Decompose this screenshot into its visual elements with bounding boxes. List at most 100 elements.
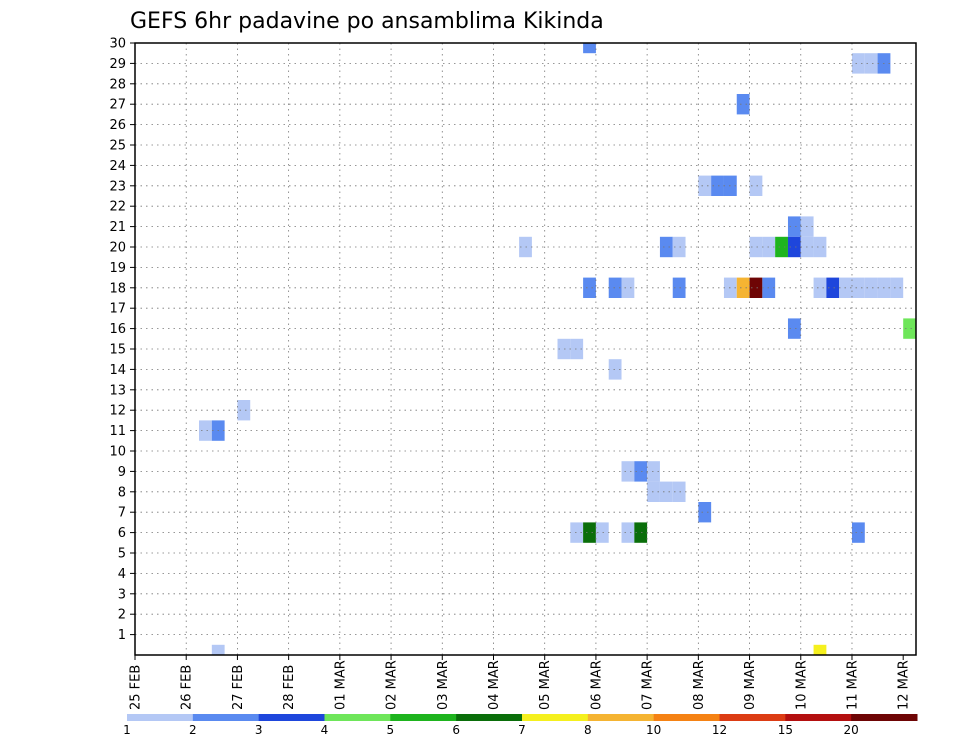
y-tick-label: 1 bbox=[118, 628, 126, 643]
y-tick-label: 8 bbox=[118, 485, 126, 500]
x-tick-label: 12 MAR bbox=[897, 660, 912, 710]
precip-cell bbox=[237, 400, 251, 421]
x-tick-label: 09 MAR bbox=[743, 660, 758, 710]
x-tick-label: 01 MAR bbox=[333, 660, 348, 710]
y-tick-label: 15 bbox=[109, 343, 126, 358]
x-tick-label: 02 MAR bbox=[385, 660, 400, 710]
precip-cell bbox=[698, 502, 712, 523]
x-tick-label: 10 MAR bbox=[794, 660, 809, 710]
legend-swatch bbox=[192, 714, 260, 721]
x-tick-label: 08 MAR bbox=[692, 660, 707, 710]
y-axis-ticks: 1234567891011121314151617181920212223242… bbox=[109, 37, 135, 643]
y-tick-label: 23 bbox=[109, 179, 126, 194]
x-tick-label: 28 FEB bbox=[282, 665, 297, 710]
legend-label: 20 bbox=[844, 723, 859, 737]
x-tick-label: 07 MAR bbox=[641, 660, 656, 710]
y-tick-label: 9 bbox=[118, 465, 126, 480]
legend-swatch bbox=[851, 714, 918, 721]
y-tick-label: 18 bbox=[109, 281, 126, 296]
precip-cell bbox=[813, 277, 827, 298]
y-tick-label: 25 bbox=[109, 139, 126, 154]
precip-cell bbox=[864, 277, 878, 298]
precip-cell bbox=[826, 277, 840, 298]
legend-swatch bbox=[653, 714, 720, 721]
y-tick-label: 12 bbox=[109, 404, 126, 419]
y-tick-label: 28 bbox=[109, 77, 126, 92]
y-tick-label: 16 bbox=[109, 322, 126, 337]
precip-cell bbox=[621, 461, 635, 482]
precip-cell bbox=[608, 277, 622, 298]
x-tick-label: 11 MAR bbox=[845, 660, 860, 710]
y-tick-label: 20 bbox=[109, 241, 126, 256]
x-tick-label: 03 MAR bbox=[436, 660, 451, 710]
precip-cell bbox=[672, 481, 686, 502]
precip-cell bbox=[749, 236, 763, 258]
grid-layer bbox=[135, 43, 916, 655]
precip-cell bbox=[736, 94, 750, 115]
y-tick-label: 22 bbox=[109, 200, 126, 215]
precip-cell bbox=[851, 277, 865, 298]
legend-swatch bbox=[785, 714, 852, 721]
precip-cell bbox=[570, 522, 584, 543]
legend-label: 12 bbox=[712, 723, 727, 737]
precip-cell bbox=[659, 481, 673, 502]
precip-cell bbox=[903, 318, 916, 339]
y-tick-label: 4 bbox=[118, 567, 126, 582]
precip-cell bbox=[634, 461, 648, 482]
chart-title: GEFS 6hr padavine po ansamblima Kikinda bbox=[130, 9, 604, 34]
legend-swatch bbox=[127, 714, 194, 721]
legend-swatch bbox=[390, 714, 457, 721]
precip-cell bbox=[557, 338, 571, 360]
y-tick-label: 14 bbox=[109, 363, 126, 378]
y-tick-label: 30 bbox=[109, 37, 126, 52]
precip-cell bbox=[851, 522, 865, 543]
precip-cell bbox=[736, 277, 750, 298]
legend-swatch bbox=[456, 714, 523, 721]
legend-label: 4 bbox=[321, 723, 329, 737]
precip-cell bbox=[787, 236, 801, 258]
precip-cell bbox=[583, 277, 596, 298]
precip-cell bbox=[647, 461, 660, 482]
precip-cell bbox=[775, 236, 788, 258]
precip-cell bbox=[787, 318, 801, 339]
precip-cell bbox=[698, 175, 712, 196]
legend-label: 8 bbox=[584, 723, 592, 737]
precip-cell bbox=[813, 236, 827, 258]
precip-cell bbox=[621, 522, 635, 543]
y-tick-label: 19 bbox=[109, 261, 126, 276]
y-tick-label: 29 bbox=[109, 57, 126, 72]
legend-label: 7 bbox=[518, 723, 526, 737]
x-tick-label: 25 FEB bbox=[129, 665, 144, 710]
x-tick-label: 27 FEB bbox=[231, 665, 246, 710]
legend-label: 3 bbox=[255, 723, 263, 737]
precip-cell bbox=[749, 277, 763, 298]
legend-label: 6 bbox=[452, 723, 460, 737]
y-tick-label: 17 bbox=[109, 302, 126, 317]
precip-cell bbox=[211, 644, 225, 655]
precip-cell bbox=[864, 53, 878, 74]
legend-swatch bbox=[258, 714, 325, 721]
x-axis-ticks: 25 FEB 26 FEB 27 FEB 28 FEB 01 MAR 02 MAR 03 M… bbox=[129, 655, 912, 710]
y-tick-label: 21 bbox=[109, 220, 126, 235]
precip-cell bbox=[595, 522, 609, 543]
y-tick-label: 7 bbox=[118, 506, 126, 521]
y-tick-label: 26 bbox=[109, 118, 126, 133]
precip-cell bbox=[608, 359, 622, 380]
y-tick-label: 27 bbox=[109, 98, 126, 113]
precip-cell bbox=[199, 420, 212, 441]
precip-cell bbox=[621, 277, 635, 298]
x-tick-label: 05 MAR bbox=[538, 660, 553, 710]
legend-label: 10 bbox=[646, 723, 661, 737]
y-tick-label: 2 bbox=[118, 608, 126, 623]
legend-label: 5 bbox=[387, 723, 395, 737]
color-legend: 1 2 3 4 5 6 7 8 10 12 15 20 bbox=[123, 714, 918, 737]
y-tick-label: 6 bbox=[118, 526, 126, 541]
precip-cell bbox=[647, 481, 660, 502]
precip-cell bbox=[583, 43, 596, 54]
y-tick-label: 24 bbox=[109, 159, 126, 174]
legend-swatch bbox=[324, 714, 391, 721]
precip-cell bbox=[672, 236, 686, 258]
precip-cell bbox=[583, 522, 596, 543]
precip-cell bbox=[890, 277, 904, 298]
